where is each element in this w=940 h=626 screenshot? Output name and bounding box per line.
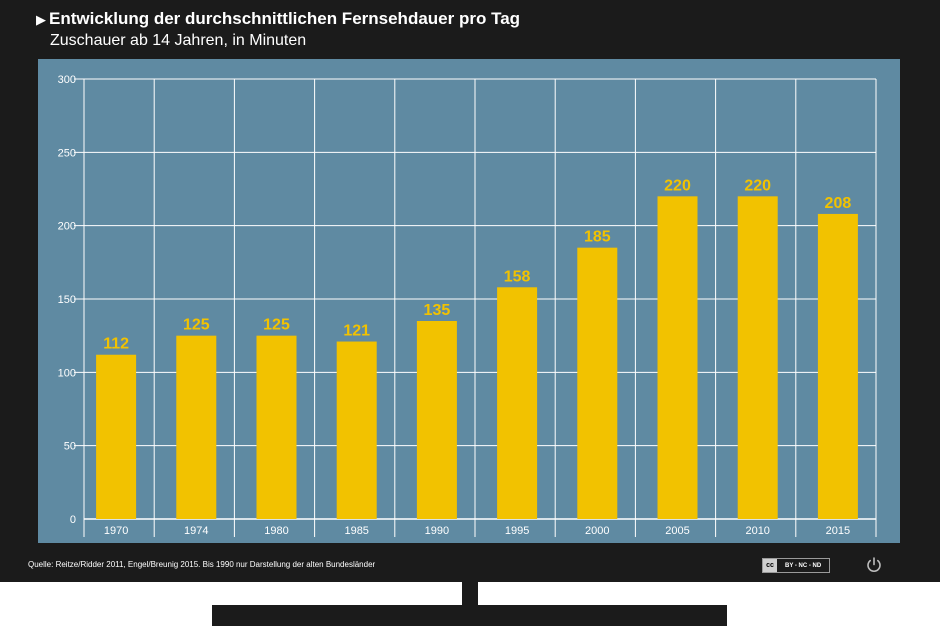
tv-screen: 0 50 100 150 200 250 300 112 1970 125 1974 125 1980 1…: [38, 59, 900, 543]
value-label-2000: 185: [584, 229, 611, 246]
x-tick-label-1990: 1990: [425, 525, 449, 537]
x-tick-label-2010: 2010: [745, 525, 769, 537]
cc-license-badge[interactable]: cc BY - NC - ND: [762, 558, 831, 573]
power-icon[interactable]: [865, 556, 883, 574]
value-label-2015: 208: [825, 195, 852, 212]
y-tick-label: 200: [58, 221, 76, 233]
chart-subtitle: Zuschauer ab 14 Jahren, in Minuten: [50, 32, 307, 49]
title-row: ▶ Entwicklung der durchschnittlichen Fer…: [36, 9, 520, 29]
x-tick-label-1974: 1974: [184, 525, 208, 537]
bar-2010: [737, 196, 778, 520]
bar-1980: [256, 335, 297, 519]
value-label-1980: 125: [263, 317, 290, 334]
bar-1974: [176, 335, 217, 519]
y-tick-label: 250: [58, 147, 76, 159]
value-label-2005: 220: [664, 177, 691, 194]
cc-icon: cc: [763, 559, 777, 572]
bar-chart: 0 50 100 150 200 250 300 112 1970 125 1974 125 1980 1…: [58, 74, 877, 537]
x-tick-label-1985: 1985: [344, 525, 368, 537]
bar-2015: [817, 213, 858, 519]
bar-2005: [657, 196, 698, 520]
value-label-1990: 135: [424, 302, 451, 319]
bar-2000: [577, 247, 618, 519]
x-tick-label-1995: 1995: [505, 525, 529, 537]
x-tick-label-1970: 1970: [104, 525, 128, 537]
bar-1985: [336, 341, 377, 519]
y-tick-label: 150: [58, 294, 76, 306]
bar-1990: [416, 321, 457, 519]
source-note: Quelle: Reitze/Ridder 2011, Engel/Breuni…: [28, 560, 376, 569]
bar-1970: [96, 354, 137, 519]
value-label-1985: 121: [343, 323, 370, 340]
license-text: BY - NC - ND: [777, 559, 830, 572]
chart-title: Entwicklung der durchschnittlichen Ferns…: [49, 9, 521, 28]
play-arrow-icon: ▶: [36, 11, 46, 27]
x-tick-label-2005: 2005: [665, 525, 689, 537]
x-tick-label-2015: 2015: [826, 525, 850, 537]
x-tick-label-2000: 2000: [585, 525, 609, 537]
value-label-1970: 112: [103, 336, 129, 353]
y-tick-label: 300: [58, 74, 76, 86]
tv-stand-neck: [462, 582, 478, 605]
bar-1995: [497, 287, 538, 519]
tv-frame: ▶ Entwicklung der durchschnittlichen Fer…: [0, 0, 940, 582]
y-tick-label: 0: [70, 514, 76, 526]
x-tick-label-1980: 1980: [264, 525, 288, 537]
value-label-1995: 158: [504, 268, 531, 285]
y-tick-label: 50: [64, 441, 76, 453]
tv-stand-base: [212, 605, 727, 626]
value-label-2010: 220: [744, 177, 771, 194]
value-label-1974: 125: [183, 317, 210, 334]
y-tick-label: 100: [58, 367, 76, 379]
